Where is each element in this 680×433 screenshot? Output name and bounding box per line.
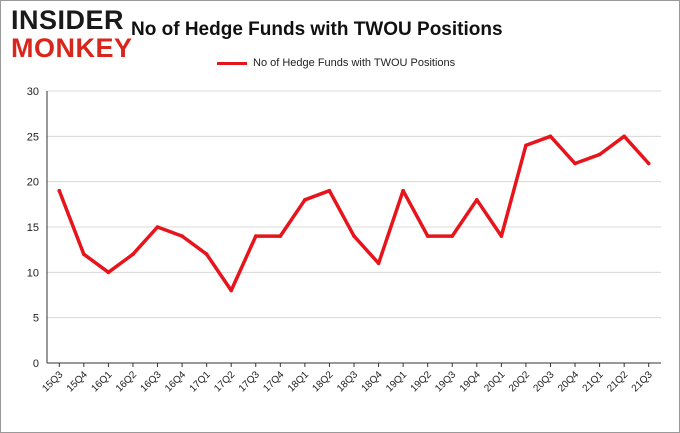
data-point <box>303 198 307 202</box>
x-tick-label: 19Q1 <box>384 369 409 394</box>
data-point <box>278 234 283 238</box>
chart-title: No of Hedge Funds with TWOU Positions <box>131 19 503 40</box>
data-point <box>450 234 455 238</box>
x-tick-label: 18Q4 <box>360 369 385 394</box>
x-tick-label: 20Q4 <box>556 369 581 394</box>
x-tick-label: 18Q3 <box>335 369 360 394</box>
x-tick-label: 18Q1 <box>286 369 311 394</box>
data-point <box>57 188 62 193</box>
x-tick-labels: 15Q3 15Q4 16Q1 16Q2 16Q3 16Q4 17Q1 17Q2 17Q3 17Q4… <box>40 369 655 394</box>
logo-text-monkey: MONKEY <box>11 33 133 63</box>
y-tick-labels: 0 5 10 15 20 25 30 <box>27 86 39 370</box>
data-point <box>180 234 184 238</box>
x-tick-label: 16Q1 <box>89 369 114 394</box>
series-line <box>57 134 651 293</box>
data-point <box>155 225 160 229</box>
grid-lines <box>47 90 661 319</box>
x-tick-label: 21Q1 <box>581 369 606 394</box>
logo-text-insider: INSIDER <box>11 5 125 35</box>
y-tick-label: 15 <box>27 222 39 234</box>
x-tick-label: 17Q2 <box>212 369 237 394</box>
data-point <box>475 198 479 202</box>
data-point <box>204 252 209 256</box>
chart-legend: No of Hedge Funds with TWOU Positions <box>217 57 455 69</box>
x-tick-label: 20Q3 <box>532 369 557 394</box>
series-layer <box>57 134 651 293</box>
data-point <box>646 161 651 166</box>
axes <box>46 91 661 367</box>
x-tick-label: 15Q4 <box>65 369 90 394</box>
x-tick-label: 17Q4 <box>261 369 286 394</box>
x-tick-label: 16Q4 <box>163 369 188 394</box>
x-tick-label: 15Q3 <box>40 369 65 394</box>
y-tick-label: 20 <box>27 177 39 189</box>
data-point <box>131 252 135 256</box>
data-point <box>82 252 86 256</box>
data-point <box>106 270 111 275</box>
x-tick-label: 17Q1 <box>188 369 213 394</box>
data-point <box>524 143 528 148</box>
data-point <box>401 188 405 193</box>
y-tick-label: 5 <box>33 313 39 325</box>
y-tick-label: 0 <box>33 358 39 370</box>
data-point <box>597 152 602 157</box>
data-point <box>622 134 626 139</box>
x-tick-label: 19Q4 <box>458 369 483 394</box>
data-point <box>253 234 258 238</box>
data-point <box>352 234 356 238</box>
y-tick-label: 30 <box>27 86 39 98</box>
insider-monkey-logo: INSIDER MONKEY <box>11 7 133 62</box>
data-point <box>499 234 504 238</box>
legend-line-swatch <box>217 61 247 65</box>
y-tick-label: 25 <box>27 131 39 143</box>
data-point <box>573 161 577 166</box>
x-tick-label: 21Q2 <box>605 369 630 394</box>
data-point <box>327 188 332 193</box>
legend-label: No of Hedge Funds with TWOU Positions <box>253 57 456 69</box>
y-tick-label: 10 <box>27 267 39 279</box>
x-tick-label: 17Q3 <box>237 369 262 394</box>
data-point <box>229 288 233 293</box>
x-tick-label: 16Q2 <box>114 369 139 394</box>
x-tick-label: 20Q1 <box>482 369 507 394</box>
x-tick-label: 16Q3 <box>139 369 164 394</box>
x-tick-label: 19Q2 <box>409 369 434 394</box>
x-tick-label: 21Q3 <box>630 369 655 394</box>
x-tick-label: 18Q2 <box>310 369 335 394</box>
x-tick-label: 19Q3 <box>433 369 458 394</box>
x-tick-label: 20Q2 <box>507 369 532 394</box>
data-point <box>425 234 430 238</box>
data-point <box>548 134 553 139</box>
data-point <box>376 261 381 266</box>
